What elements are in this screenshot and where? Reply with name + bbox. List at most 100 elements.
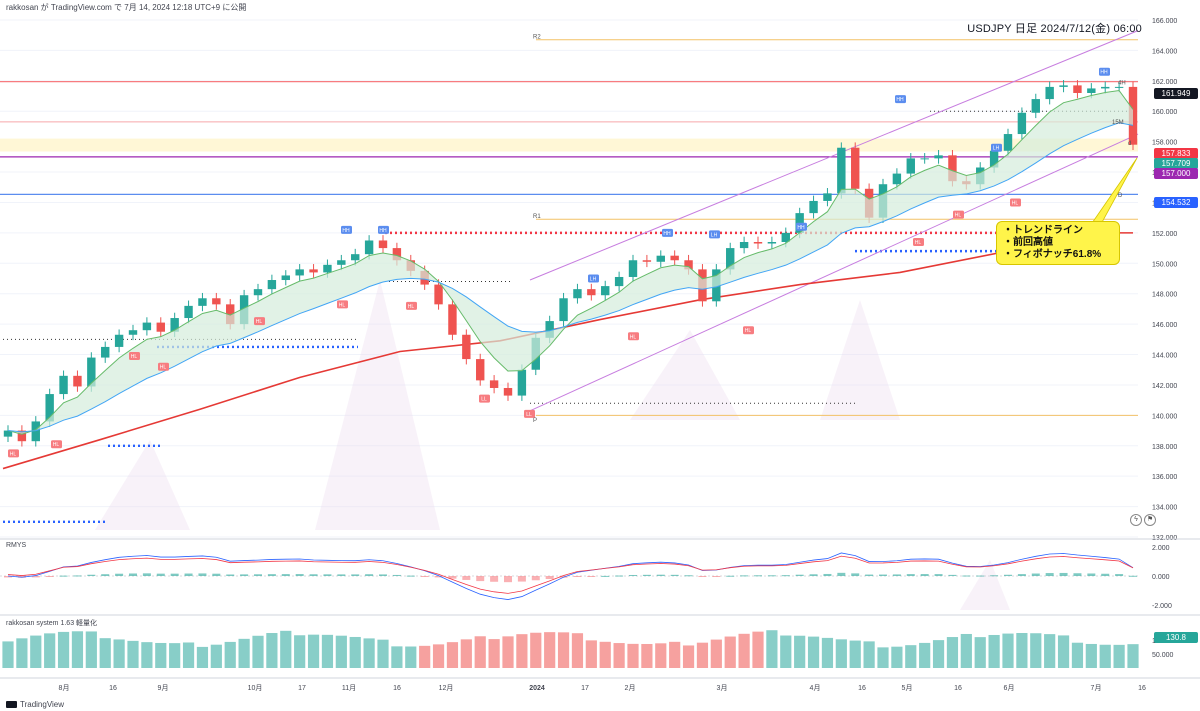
chart-title: USDJPY 日足 2024/7/12(金) 06:00 — [967, 23, 1142, 35]
candle — [59, 370, 68, 400]
level-label: D — [1118, 193, 1123, 199]
candle-body — [628, 260, 638, 277]
candle — [739, 236, 749, 254]
osc-bar — [545, 576, 554, 580]
histogram-bar — [460, 639, 472, 668]
candle-body — [59, 375, 68, 395]
publish-credit: rakkosan が TradingView.com で 7月 14, 2024… — [6, 3, 247, 12]
swing-label: HH — [1099, 67, 1110, 76]
swing-label-text: HH — [1100, 70, 1108, 76]
swing-label: HH — [796, 222, 807, 231]
osc-bar — [837, 572, 846, 576]
candle — [1059, 80, 1068, 93]
osc-bar — [698, 576, 707, 577]
level-label: 15M — [1112, 120, 1124, 126]
price-tag-level: 157.000 — [1154, 168, 1198, 179]
osc-bar — [740, 575, 749, 577]
osc-bar — [101, 574, 110, 576]
osc-bar — [281, 574, 290, 576]
swing-label-text: HH — [342, 228, 350, 234]
histogram-bar — [474, 636, 486, 668]
oscillator-pane: 2.000 0.000 -2.000 — [0, 545, 1172, 610]
price-tag-ma: 157.709 — [1154, 158, 1198, 169]
time-tick-label: 11月 — [342, 684, 356, 692]
candle-body — [156, 322, 165, 332]
candle — [503, 382, 513, 401]
candle-body — [1059, 85, 1068, 87]
chart-toolbar[interactable]: ϟ ⚑ — [1130, 514, 1156, 526]
swing-label-box — [913, 238, 924, 247]
swing-label: HH — [378, 225, 389, 234]
osc-bar — [323, 574, 332, 576]
candle-body — [1031, 99, 1040, 113]
histogram-bar — [1071, 642, 1084, 668]
histogram-bar — [16, 638, 28, 668]
price-tick-label: 134.000 — [1152, 505, 1177, 512]
time-tick-label: 10月 — [248, 684, 263, 692]
candle-body — [823, 193, 832, 201]
osc-bar — [601, 575, 610, 577]
swing-label-box — [479, 394, 490, 403]
osc-bar — [45, 576, 54, 577]
histogram-bar — [1002, 633, 1014, 668]
candle — [378, 235, 388, 254]
candle-body — [587, 289, 596, 296]
histogram-bar — [627, 643, 639, 668]
candle-body — [309, 269, 318, 273]
histogram-bar — [974, 637, 986, 668]
candle — [253, 283, 263, 301]
histogram-bar — [835, 639, 847, 668]
swing-label-text: HH — [379, 228, 387, 234]
candle — [573, 283, 582, 304]
candle-body — [87, 357, 96, 387]
histogram-bar — [2, 641, 14, 668]
swing-label-box — [51, 440, 62, 449]
osc-bar — [462, 576, 471, 580]
price-tick-label: 150.000 — [1152, 261, 1177, 268]
level-label: 4H — [1118, 80, 1126, 86]
ridge-shape — [95, 440, 190, 530]
histogram-bar — [99, 638, 111, 668]
callout-pointer — [1089, 157, 1138, 227]
swing-labels: HH HH HH HH HH HH LH LH LH HL HL HL HL HL HL HL HL HL HL HL… — [8, 67, 1110, 458]
candle — [614, 271, 624, 292]
osc-tick-label: 2.000 — [1152, 545, 1170, 552]
candle — [309, 264, 318, 278]
level-label: R1 — [533, 214, 541, 220]
histogram-bar — [488, 639, 500, 668]
candle-body — [906, 158, 915, 174]
histogram-bar — [599, 641, 611, 668]
swing-label-box — [709, 230, 720, 239]
candle — [476, 353, 485, 386]
candle — [892, 168, 902, 190]
histogram-bar — [863, 641, 875, 668]
histogram-bar — [71, 631, 84, 668]
osc-bar — [504, 576, 512, 583]
histogram-bar — [932, 640, 945, 668]
lightning-icon[interactable]: ϟ — [1130, 514, 1142, 526]
candle-body — [670, 255, 679, 261]
osc-bar — [684, 575, 693, 577]
swing-label-text: HH — [896, 97, 904, 103]
highlight-zone — [0, 138, 1138, 152]
candle-body — [281, 275, 290, 281]
candle-body — [767, 242, 777, 244]
callout-line-1: ・トレンドライン — [1003, 225, 1083, 236]
candle — [434, 279, 443, 310]
flag-icon[interactable]: ⚑ — [1144, 514, 1156, 526]
swing-label-text: HH — [797, 225, 805, 231]
osc-bar — [712, 576, 721, 577]
candle-body — [170, 318, 179, 332]
osc-tick-label: 0.000 — [1152, 574, 1170, 581]
histogram-bar — [919, 642, 931, 668]
histogram-bar — [530, 632, 542, 668]
candle-body — [45, 394, 54, 422]
candle — [1003, 128, 1013, 157]
histogram-bar — [1099, 644, 1111, 668]
osc-bar — [934, 574, 943, 576]
swing-label-box — [662, 228, 673, 237]
candle-body — [573, 289, 582, 299]
osc-bar — [990, 575, 999, 577]
level-labels: R2 R1 P 4H 15M d D — [533, 35, 1131, 424]
